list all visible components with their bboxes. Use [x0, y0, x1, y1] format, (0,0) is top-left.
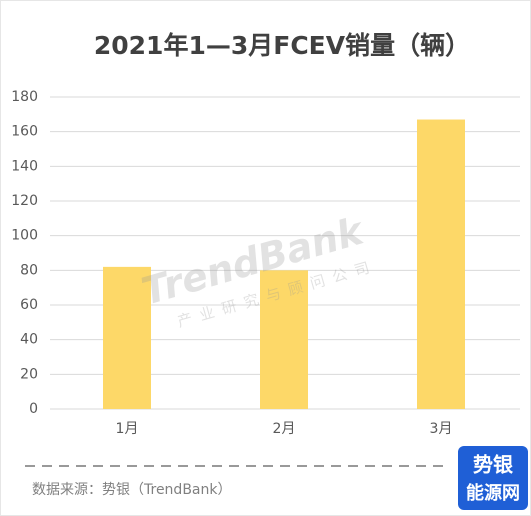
source: 数据来源：势银（TrendBank） [32, 482, 231, 498]
chart-title: 2021年1—3月FCEV销量（辆） [94, 31, 470, 60]
y-tick-label: 160 [11, 124, 38, 140]
y-tick-label: 180 [11, 89, 38, 105]
plot: 0 20 40 60 80 100 120 140 160 180 1月 2月 3月 [11, 89, 520, 437]
x-tick-label: 3月 [430, 421, 453, 437]
y-tick-label: 20 [20, 366, 38, 382]
y-tick-label: 120 [11, 193, 38, 209]
x-tick-label: 2月 [273, 421, 296, 437]
logo-bottom: 能源网 [466, 482, 520, 504]
y-tick-label: 80 [20, 262, 38, 278]
bar [260, 270, 308, 409]
y-tick-label: 100 [11, 228, 38, 244]
bar [417, 119, 465, 410]
logo-top: 势银 [473, 453, 514, 477]
y-tick-label: 0 [29, 401, 38, 417]
y-tick-label: 140 [11, 158, 38, 174]
x-tick-label: 1月 [116, 421, 139, 437]
y-tick-label: 40 [20, 332, 38, 348]
logo [458, 446, 528, 510]
y-tick-label: 60 [20, 297, 38, 313]
bar [103, 266, 151, 409]
